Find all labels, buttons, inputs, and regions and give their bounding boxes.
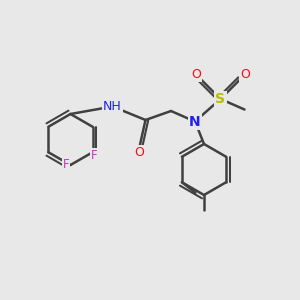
Text: O: O	[241, 68, 250, 82]
Text: O: O	[135, 146, 144, 159]
Text: F: F	[91, 149, 98, 162]
Text: N: N	[189, 115, 201, 128]
Text: S: S	[215, 92, 226, 106]
Text: NH: NH	[103, 100, 122, 113]
Text: F: F	[63, 158, 69, 172]
Text: O: O	[192, 68, 201, 81]
